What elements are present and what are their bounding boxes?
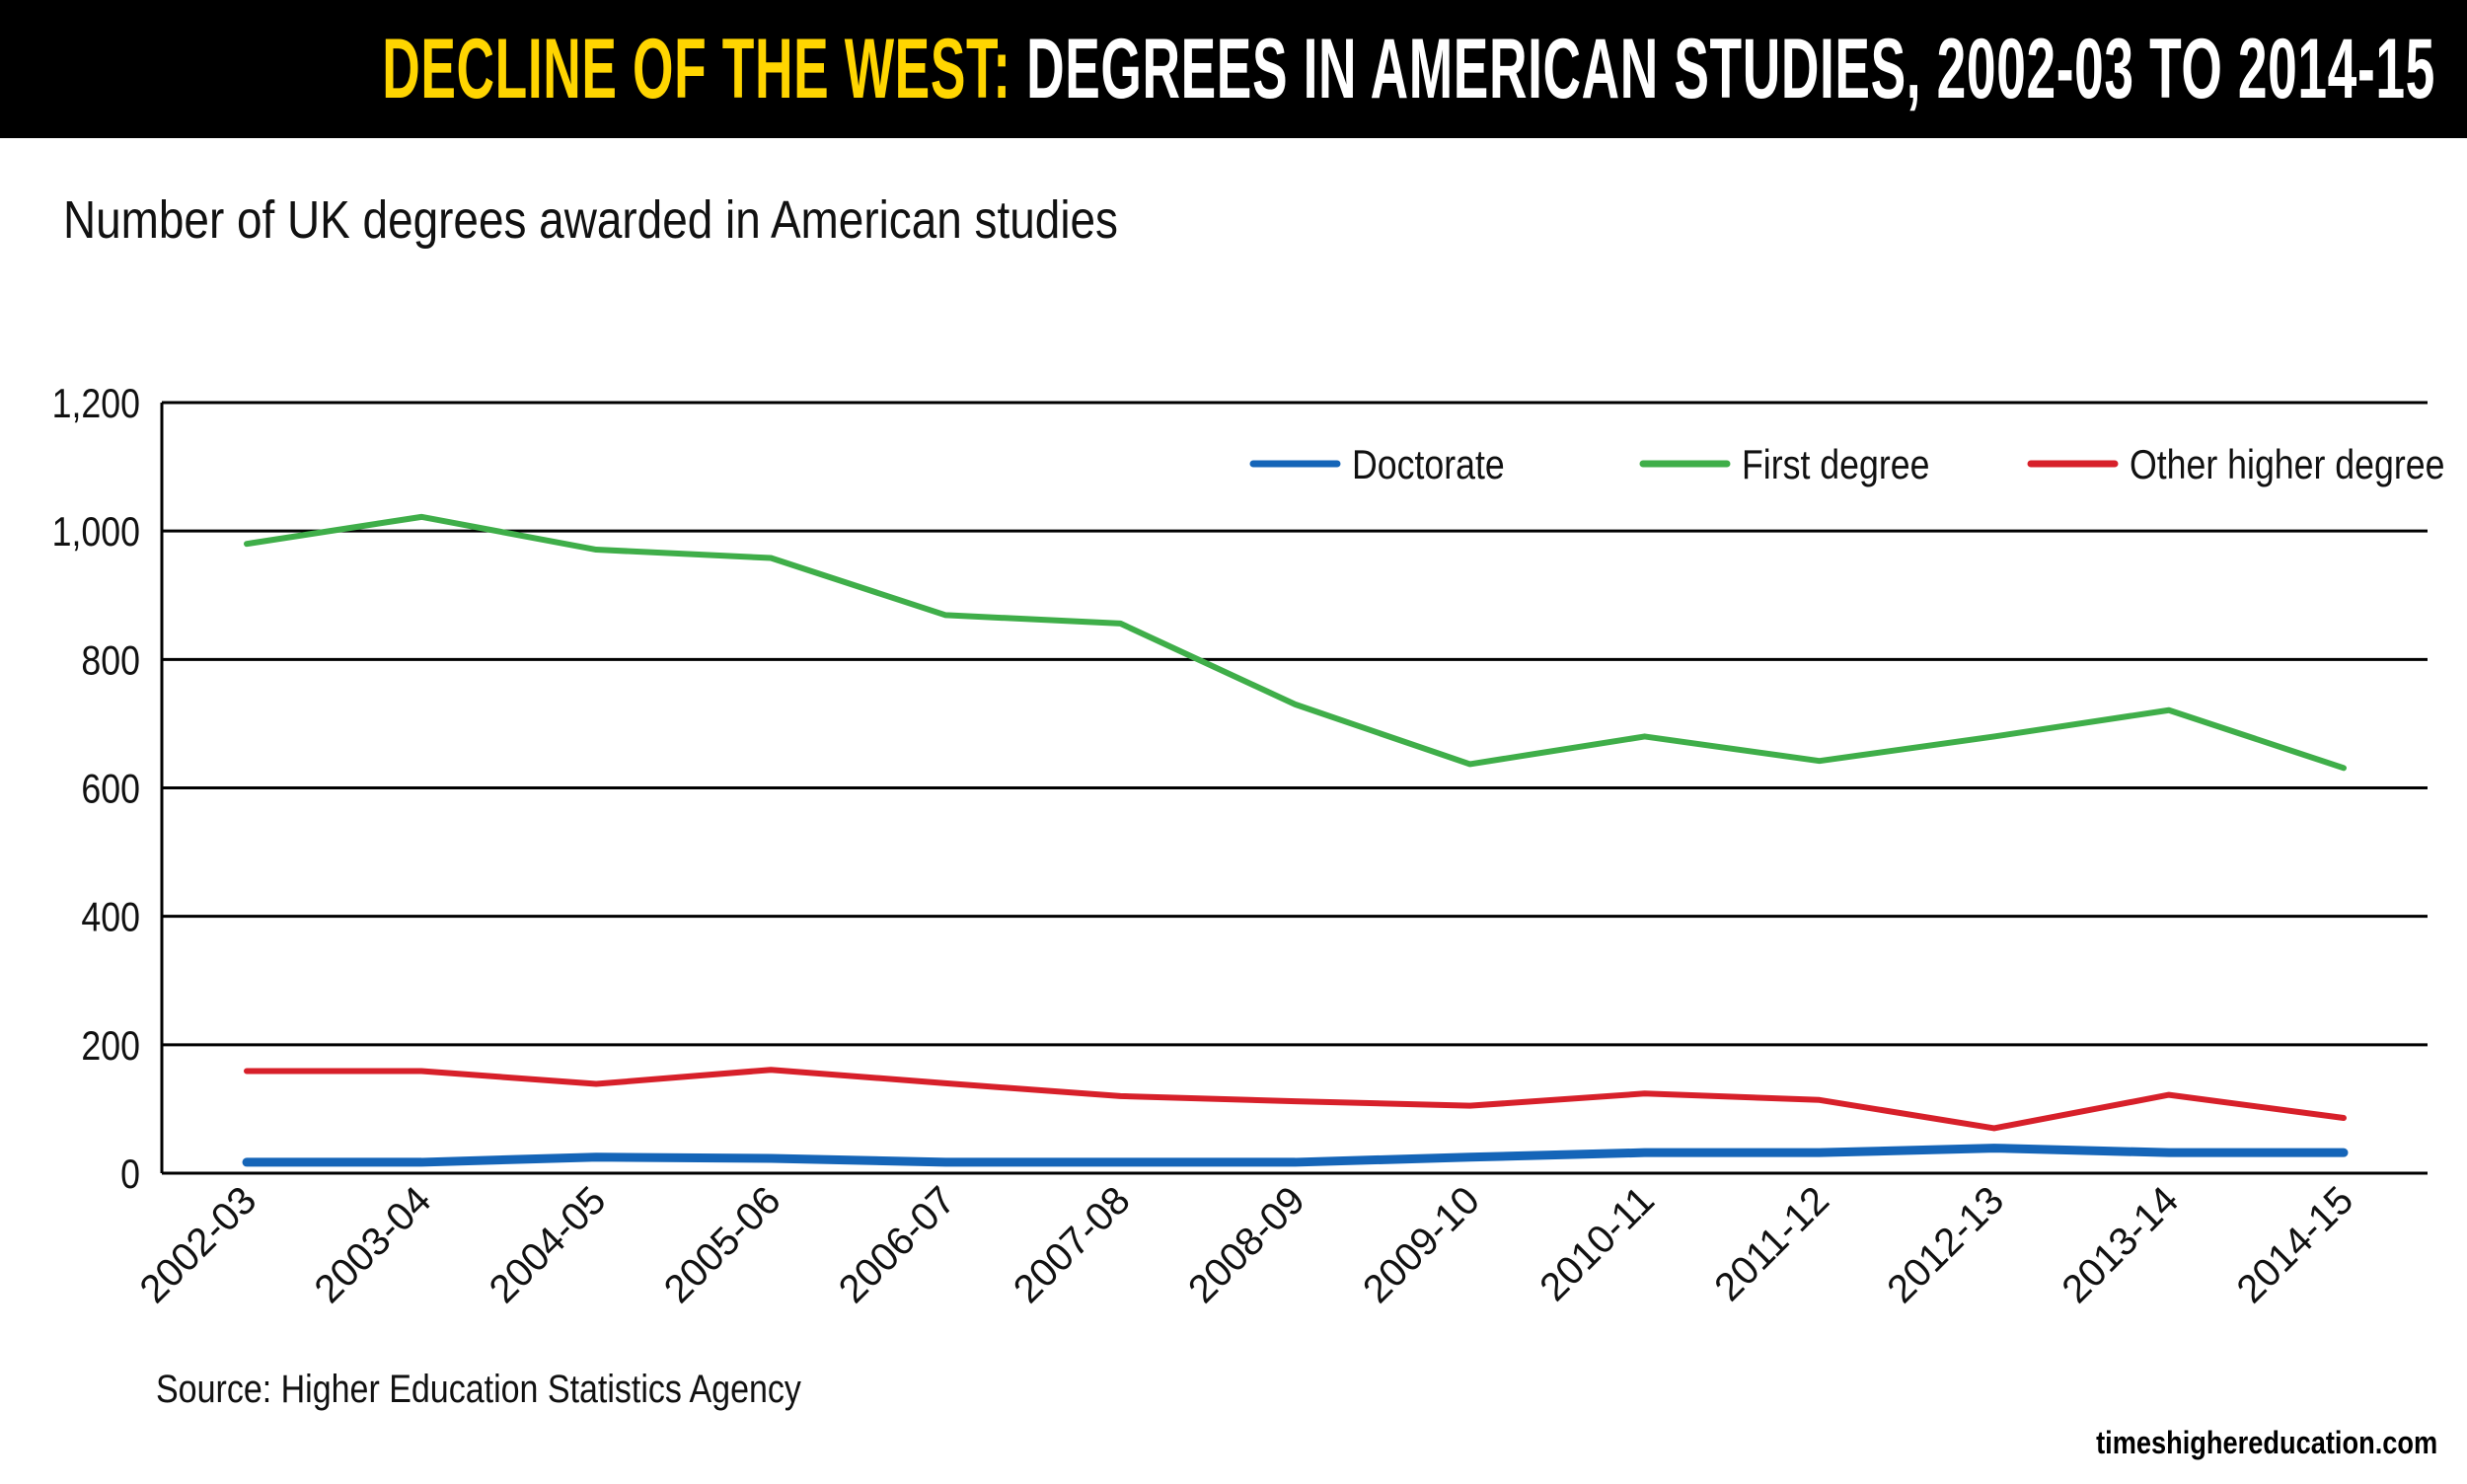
y-tick-label: 0	[120, 1151, 140, 1197]
x-tick-label: 2012-13	[1879, 1178, 2012, 1311]
series-line-first-degree	[244, 513, 2347, 772]
y-tick-label: 200	[81, 1023, 140, 1069]
series-line-doctorate	[242, 1144, 2349, 1167]
series-line-other-higher-degree	[244, 1067, 2347, 1132]
x-tick-label: 2008-09	[1180, 1178, 1313, 1311]
x-tick-label: 2011-12	[1706, 1178, 1837, 1309]
x-tick-label: 2003-04	[307, 1178, 440, 1311]
source-note: Source: Higher Education Statistics Agen…	[156, 1368, 801, 1411]
x-tick-label: 2004-05	[482, 1178, 615, 1311]
y-tick-label: 1,200	[52, 381, 140, 426]
y-tick-label: 600	[81, 767, 140, 812]
x-tick-label: 2009-10	[1355, 1178, 1488, 1311]
legend-label: Other higher degree	[2130, 442, 2444, 487]
legend-label: First degree	[1742, 442, 1929, 487]
header-title: DECLINE OF THE WEST: DEGREES IN AMERICAN…	[382, 22, 2435, 116]
legend-label: Doctorate	[1352, 442, 1505, 487]
y-tick-label: 800	[81, 638, 140, 684]
x-tick-label: 2010-11	[1532, 1178, 1663, 1309]
x-tick-label: 2014-15	[2228, 1178, 2361, 1311]
chart-subtitle: Number of UK degrees awarded in American…	[63, 190, 1118, 250]
x-tick-label: 2006-07	[831, 1178, 964, 1311]
y-tick-label: 1,000	[52, 510, 140, 556]
x-tick-label: 2005-06	[656, 1178, 789, 1311]
header-title-highlight: DECLINE OF THE WEST:	[382, 22, 1011, 116]
x-tick-label: 2002-03	[131, 1178, 264, 1311]
site-credit: timeshighereducation.com	[2095, 1425, 2437, 1460]
header-title-rest: DEGREES IN AMERICAN STUDIES, 2002-03 TO …	[1010, 22, 2435, 116]
x-tick-label: 2007-08	[1006, 1178, 1139, 1311]
y-tick-label: 400	[81, 895, 140, 940]
header-bar: DECLINE OF THE WEST: DEGREES IN AMERICAN…	[0, 0, 2467, 138]
x-tick-label: 2013-14	[2054, 1178, 2187, 1311]
